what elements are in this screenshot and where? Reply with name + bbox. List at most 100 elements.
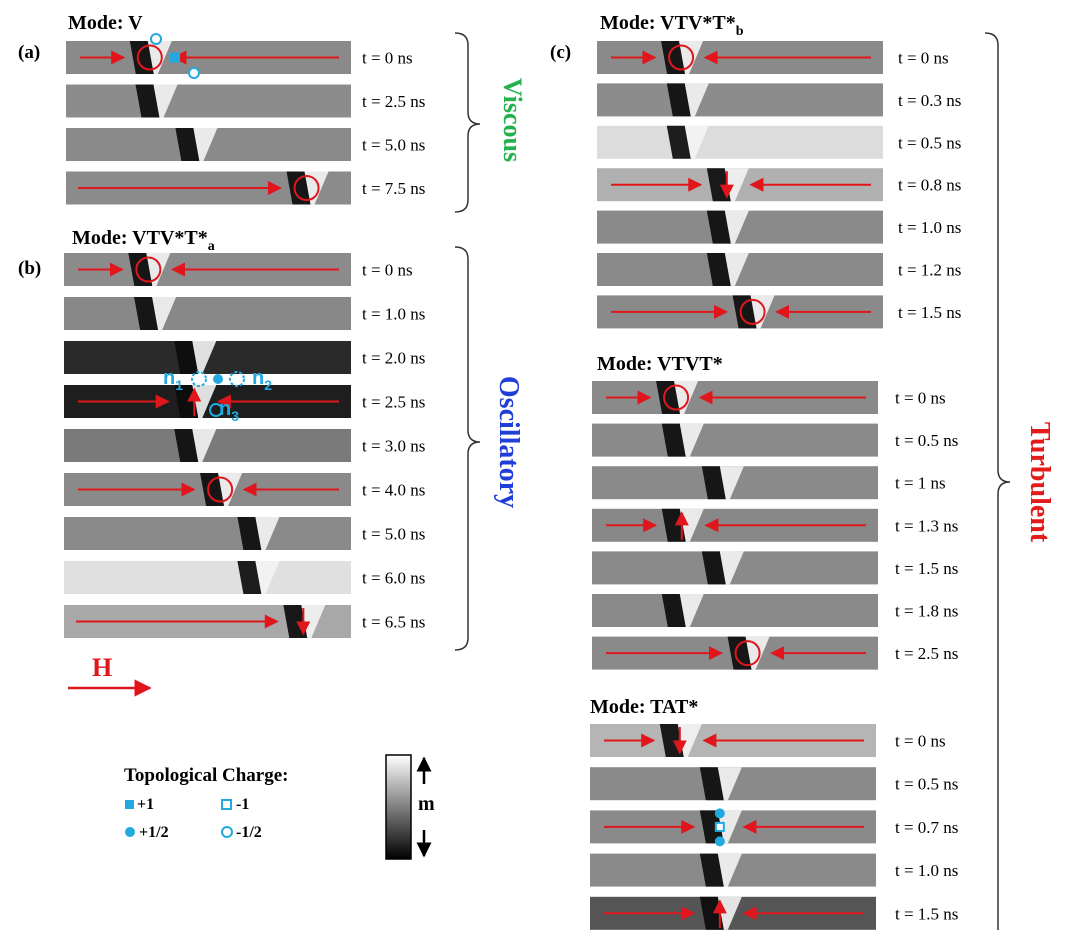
strip-background [64,561,351,594]
domain-wall-dark [661,41,686,74]
domain-wall-bright [153,84,178,118]
strip-background [64,297,351,330]
snapshot-strip [590,767,876,801]
snapshot-strip [597,168,883,202]
strip-layer [64,33,883,930]
snapshot-strip [597,125,883,159]
snapshot-strip [64,297,351,330]
time-label: t = 0.8 ns [898,176,961,195]
domain-wall-bright [750,295,775,329]
snapshot-strip [592,636,878,670]
snapshot-strip [64,429,351,462]
half-minus-defect-icon [188,67,200,79]
domain-wall-bright [304,171,329,205]
domain-wall-bright [719,466,744,500]
panel-label-a: (a) [18,42,40,63]
domain-wall-bright [724,210,749,244]
time-label: t = 1.3 ns [895,516,958,535]
time-label: t = 0.5 ns [895,431,958,450]
domain-wall-dark [129,41,154,74]
domain-wall-dark [134,297,159,330]
vortex-circulation-icon [135,256,162,283]
domain-wall-bright [192,429,217,462]
snapshot-strip [66,84,351,118]
domain-wall-dark [175,128,200,161]
magnetization-colorbar [385,754,412,860]
snapshot-strip [64,605,351,638]
mode-title-v: Mode: V [68,12,143,34]
domain-wall-dark [699,810,724,844]
domain-wall-bright [255,517,280,550]
defect-label-n3: n3 [219,398,239,424]
strip-background [592,423,878,457]
defect-annotations: n1 n2 n3 [163,367,272,424]
snapshot-strip [64,473,351,506]
domain-wall-dark [699,853,724,887]
domain-wall-dark [706,210,731,244]
snapshot-strip [64,561,351,594]
time-label: t = 0 ns [895,732,946,751]
vortex-circulation-icon [293,175,320,201]
domain-wall-bright [674,381,699,414]
domain-wall-dark [732,295,757,329]
domain-wall-bright [719,551,744,585]
time-label: t = 0 ns [362,49,413,68]
legend-minus-one: -1 [236,796,249,813]
domain-wall-dark [727,636,752,670]
snapshot-strip [597,253,883,286]
brace-turbulent [984,32,1011,930]
strip-background [66,84,351,118]
domain-wall-dark [237,517,262,550]
domain-wall-bright [679,594,704,627]
time-label-layer: t = 0 ns t = 2.5 ns t = 5.0 ns t = 7.5 ns t … [362,49,961,924]
half-minus-defect-icon [150,33,162,45]
time-label: t = 0 ns [362,261,413,280]
half-minus-defect-icon [221,826,233,838]
regime-oscillatory: Oscillatory [493,376,524,508]
snapshot-strip [64,253,351,286]
time-label: t = 0.3 ns [898,91,961,110]
half-minus-defect-icon [191,371,207,387]
time-label: t = 0 ns [895,389,946,408]
snapshot-strip [592,466,878,500]
time-label: t = 1.5 ns [895,904,958,923]
domain-wall-bright [192,341,217,374]
vortex-circulation-icon [207,476,234,503]
snapshot-strip [597,210,883,244]
time-label: t = 1.0 ns [362,305,425,324]
domain-wall-dark [174,341,199,374]
time-label: t = 1 ns [895,474,946,493]
time-label: t = 3.0 ns [362,437,425,456]
snapshot-strip [592,423,878,457]
half-plus-defect-icon [125,827,135,837]
domain-wall-dark [200,473,225,506]
snapshot-strip [597,83,883,117]
half-minus-defect-icon [209,403,223,417]
time-label: t = 1.5 ns [898,303,961,322]
domain-wall-dark [286,171,311,205]
minus-one-defect-icon [221,799,232,810]
minus-one-defect-icon [714,821,725,832]
brace-viscous [454,32,481,213]
time-label: t = 1.0 ns [898,218,961,237]
defect-label-n1: n1 [163,367,183,393]
snapshot-strip [592,381,878,414]
field-label: H [92,653,112,682]
time-label: t = 5.0 ns [362,525,425,544]
snapshot-strip [592,594,878,627]
snapshot-strip [597,295,883,329]
domain-wall-bright [717,767,742,801]
vortex-circulation-icon [734,640,761,667]
snapshot-strip [590,808,876,847]
snapshot-strip [64,517,351,550]
brace-oscillatory [454,246,481,651]
panel-label-c: (c) [550,42,571,63]
regime-turbulent: Turbulent [1024,422,1055,543]
domain-wall-dark [706,253,731,286]
domain-wall-bright [146,253,171,286]
time-label: t = 6.5 ns [362,613,425,632]
time-label: t = 2.5 ns [362,92,425,111]
time-label: t = 5.0 ns [362,136,425,155]
domain-wall-bright [684,83,709,117]
